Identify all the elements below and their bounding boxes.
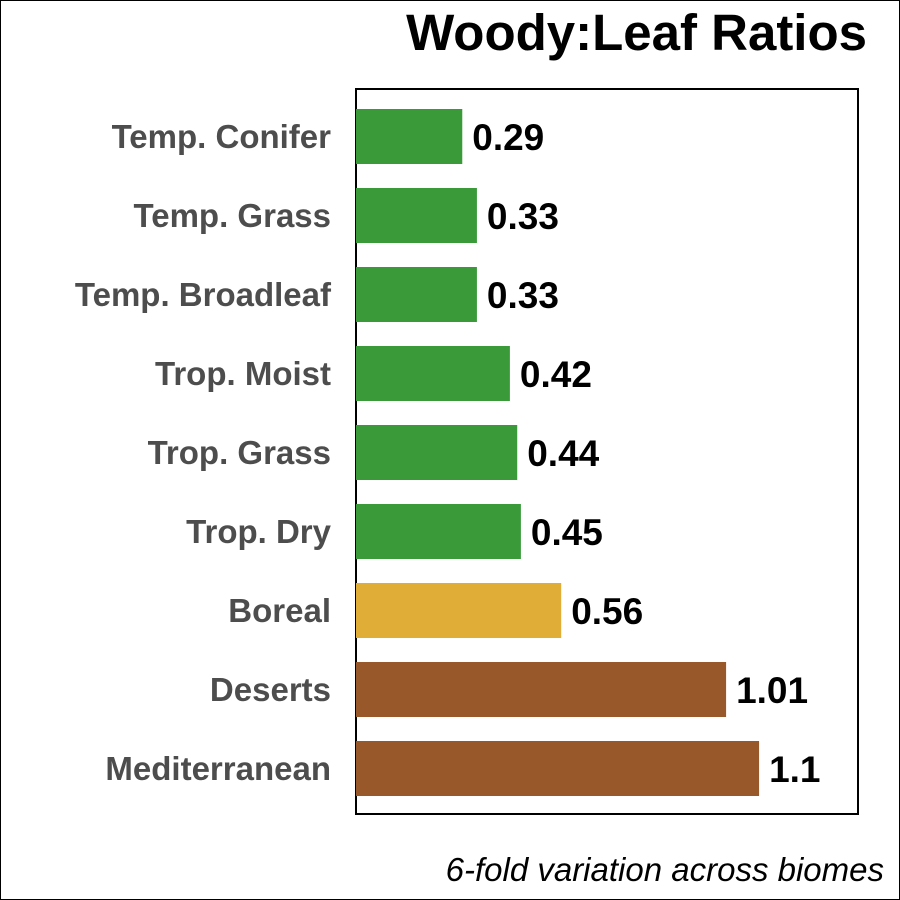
bar [356,267,477,322]
category-label: Deserts [210,671,331,708]
value-label: 0.56 [571,591,643,632]
value-label: 0.33 [487,275,559,316]
bar [356,662,727,717]
category-label: Temp. Grass [134,197,331,234]
bar [356,109,463,164]
value-label: 1.1 [769,749,820,790]
value-label: 0.45 [531,512,603,553]
category-label: Trop. Grass [148,434,331,471]
value-label: 0.29 [472,117,544,158]
value-label: 1.01 [736,670,808,711]
category-label: Boreal [228,592,331,629]
category-label: Mediterranean [105,750,331,787]
bar [356,741,760,796]
value-label: 0.33 [487,196,559,237]
category-label: Temp. Conifer [112,118,332,155]
value-label: 0.44 [527,433,599,474]
value-label: 0.42 [520,354,592,395]
bar [356,346,510,401]
bar [356,425,518,480]
category-label: Temp. Broadleaf [75,276,332,313]
bar [356,504,521,559]
bar [356,583,562,638]
chart-title: Woody:Leaf Ratios [406,4,867,61]
chart-caption: 6-fold variation across biomes [445,851,884,888]
category-label: Trop. Dry [186,513,332,550]
category-label: Trop. Moist [155,355,331,392]
bar [356,188,477,243]
